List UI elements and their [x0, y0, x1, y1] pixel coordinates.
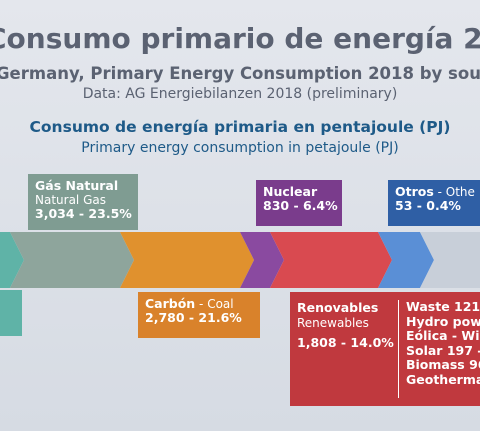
value: 830 - 6.4% — [263, 198, 338, 213]
segment-nuclear — [240, 232, 284, 288]
subtitle: Germany, Primary Energy Consumption 2018… — [0, 64, 480, 83]
segment-renewables — [270, 232, 392, 288]
label: Otros — [395, 184, 434, 199]
label: Nuclear — [263, 184, 318, 199]
label-en: Othe — [445, 185, 475, 199]
segment-gas — [10, 232, 134, 288]
label-en: Natural Gas — [35, 193, 106, 207]
segment-coal — [120, 232, 254, 288]
label: Renovables — [297, 300, 379, 315]
heading: Consumo de energía primaria en pentajoul… — [29, 118, 451, 136]
breakdown-item: Geotherma — [406, 371, 480, 387]
breakdown-item: Eólica - Wind — [406, 328, 480, 343]
title: Consumo primario de energía 2018 — [0, 22, 480, 55]
value: 53 - 0.4% — [395, 198, 461, 213]
band-end — [420, 232, 480, 288]
breakdown-item: Waste 121.1 — [406, 299, 480, 314]
breakdown-item: Solar 197 - — [406, 342, 480, 358]
source: Data: AG Energiebilanzen 2018 (prelimina… — [82, 86, 398, 102]
box-nuclear: Nuclear 830 - 6.4% — [256, 180, 342, 226]
breakdown-item: Hydro pow — [406, 313, 480, 329]
box-coal: Carbón - Coal 2,780 - 21.6% — [138, 292, 260, 338]
value: 2,780 - 21.6% — [145, 310, 242, 325]
heading-en: Primary energy consumption in petajoule … — [81, 140, 399, 156]
label: Carbón — [145, 296, 196, 311]
box-left — [0, 290, 22, 336]
label-en: Renewables — [297, 316, 369, 330]
value: 1,808 - 14.0% — [297, 335, 394, 350]
value: 3,034 - 23.5% — [35, 206, 132, 221]
breakdown-item: Biomass 96 — [406, 357, 480, 372]
box-other: Otros - Othe 53 - 0.4% — [388, 180, 480, 226]
segment-other-fossil — [0, 232, 24, 288]
label: Gás Natural — [35, 178, 119, 193]
box-gas: Gás Natural Natural Gas 3,034 - 23.5% — [28, 174, 138, 230]
divider — [398, 300, 399, 398]
box-renewables: Renovables Renewables 1,808 - 14.0% Wast… — [290, 292, 480, 406]
segment-other — [378, 232, 434, 288]
label-en: Coal — [207, 297, 234, 311]
